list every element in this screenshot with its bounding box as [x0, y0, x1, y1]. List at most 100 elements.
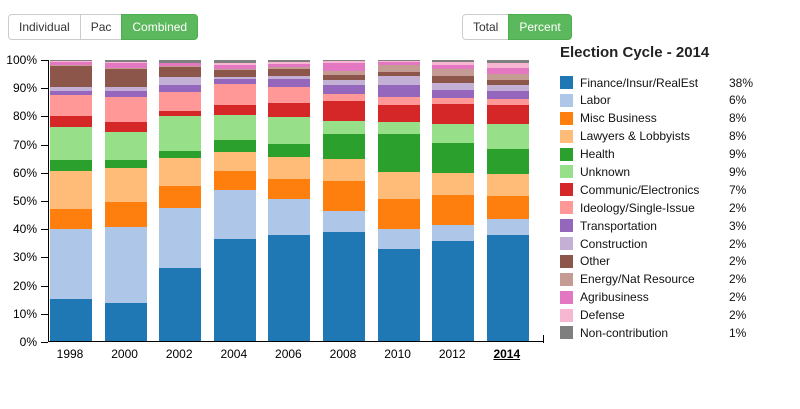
- bar-segment-transportation-2012[interactable]: [432, 90, 475, 98]
- bar-segment-agribusiness-2000[interactable]: [104, 63, 147, 69]
- bar-segment-lawyers-lobbyists-2000[interactable]: [104, 168, 147, 202]
- bar-2014[interactable]: [486, 60, 529, 341]
- bar-segment-ideology-single-issue-2008[interactable]: [323, 94, 365, 102]
- bar-segment-construction-2004[interactable]: [213, 77, 256, 80]
- bar-segment-misc-business-2000[interactable]: [104, 201, 147, 228]
- x-axis-year-label-2006[interactable]: 2006: [275, 347, 302, 361]
- bar-segment-labor-2012[interactable]: [432, 224, 475, 242]
- bar-segment-misc-business-2010[interactable]: [377, 198, 420, 230]
- bar-segment-finance-insur-realest-2006[interactable]: [268, 234, 311, 341]
- bar-2002[interactable]: [159, 60, 202, 341]
- bar-segment-unknown-2000[interactable]: [104, 131, 147, 160]
- x-axis-year-label-2000[interactable]: 2000: [111, 347, 138, 361]
- bar-segment-non-contribution-2000[interactable]: [104, 60, 147, 62]
- bar-segment-finance-insur-realest-2000[interactable]: [104, 303, 147, 341]
- bar-segment-transportation-2014[interactable]: [486, 90, 529, 99]
- bar-segment-ideology-single-issue-2014[interactable]: [486, 99, 529, 105]
- bar-segment-health-2000[interactable]: [104, 159, 147, 169]
- bar-segment-lawyers-lobbyists-1998[interactable]: [50, 171, 92, 209]
- bar-segment-ideology-single-issue-1998[interactable]: [50, 95, 92, 117]
- x-axis-year-label-2008[interactable]: 2008: [329, 347, 357, 361]
- individual-button[interactable]: Individual: [8, 14, 81, 40]
- bar-segment-finance-insur-realest-2014[interactable]: [486, 235, 529, 341]
- bar-segment-non-contribution-2010[interactable]: [377, 60, 420, 61]
- bar-segment-ideology-single-issue-2012[interactable]: [432, 97, 475, 105]
- bar-segment-finance-insur-realest-2002[interactable]: [159, 268, 202, 341]
- bar-segment-finance-insur-realest-2012[interactable]: [432, 241, 475, 341]
- bar-segment-agribusiness-2004[interactable]: [213, 65, 256, 69]
- bar-2010[interactable]: [377, 60, 420, 341]
- bar-segment-other-2012[interactable]: [432, 75, 475, 84]
- bar-segment-defense-2014[interactable]: [486, 62, 529, 69]
- bar-segment-construction-2012[interactable]: [432, 83, 475, 91]
- bar-segment-construction-2008[interactable]: [323, 79, 365, 85]
- bar-segment-other-1998[interactable]: [50, 65, 92, 87]
- bar-segment-transportation-2006[interactable]: [268, 78, 311, 88]
- bar-segment-agribusiness-2010[interactable]: [377, 61, 420, 65]
- bar-segment-agribusiness-2006[interactable]: [268, 63, 311, 67]
- x-axis-year-label-2010[interactable]: 2010: [384, 347, 411, 361]
- bar-segment-communic-electronics-2000[interactable]: [104, 121, 147, 132]
- bar-segment-transportation-2002[interactable]: [159, 85, 202, 93]
- bar-segment-unknown-2010[interactable]: [377, 122, 420, 134]
- x-axis-year-label-2004[interactable]: 2004: [220, 347, 248, 361]
- bar-segment-misc-business-2004[interactable]: [213, 170, 256, 191]
- bar-segment-ideology-single-issue-2000[interactable]: [104, 96, 147, 122]
- total-button[interactable]: Total: [462, 14, 510, 40]
- bar-segment-agribusiness-1998[interactable]: [50, 62, 92, 65]
- bar-segment-other-2010[interactable]: [377, 72, 420, 76]
- bar-segment-lawyers-lobbyists-2004[interactable]: [213, 152, 256, 171]
- bar-segment-construction-2014[interactable]: [486, 85, 529, 91]
- bar-segment-communic-electronics-2008[interactable]: [323, 101, 365, 122]
- bar-segment-energy-nat-resource-2002[interactable]: [159, 65, 202, 67]
- bar-segment-energy-nat-resource-2008[interactable]: [323, 70, 365, 75]
- bar-segment-energy-nat-resource-2000[interactable]: [104, 68, 147, 70]
- bar-segment-unknown-2012[interactable]: [432, 123, 475, 143]
- bar-segment-ideology-single-issue-2006[interactable]: [268, 87, 311, 103]
- bar-segment-energy-nat-resource-2006[interactable]: [268, 66, 311, 69]
- bar-segment-finance-insur-realest-2010[interactable]: [377, 249, 420, 341]
- bar-segment-unknown-2008[interactable]: [323, 121, 365, 134]
- bar-segment-labor-2014[interactable]: [486, 218, 529, 236]
- bar-segment-defense-2002[interactable]: [159, 62, 202, 64]
- bar-segment-lawyers-lobbyists-2008[interactable]: [323, 158, 365, 182]
- bar-segment-communic-electronics-2010[interactable]: [377, 104, 420, 123]
- bar-segment-energy-nat-resource-1998[interactable]: [50, 64, 92, 66]
- bar-segment-transportation-2004[interactable]: [213, 79, 256, 84]
- bar-segment-finance-insur-realest-1998[interactable]: [50, 298, 92, 341]
- bar-segment-misc-business-2006[interactable]: [268, 179, 311, 199]
- bar-segment-health-2014[interactable]: [486, 149, 529, 175]
- bar-segment-communic-electronics-2014[interactable]: [486, 104, 529, 125]
- x-axis-year-label-2014[interactable]: 2014: [493, 347, 521, 361]
- combined-button[interactable]: Combined: [121, 14, 199, 40]
- bar-segment-communic-electronics-2012[interactable]: [432, 104, 475, 124]
- bar-segment-labor-2002[interactable]: [159, 208, 202, 269]
- bar-segment-non-contribution-2008[interactable]: [323, 60, 365, 61]
- bar-segment-transportation-2010[interactable]: [377, 84, 420, 98]
- bar-segment-agribusiness-2002[interactable]: [159, 63, 202, 66]
- bar-segment-other-2000[interactable]: [104, 69, 147, 87]
- bar-segment-non-contribution-2004[interactable]: [213, 60, 256, 63]
- bar-segment-transportation-2008[interactable]: [323, 84, 365, 95]
- bar-segment-construction-2006[interactable]: [268, 76, 311, 79]
- bar-segment-defense-2010[interactable]: [377, 60, 420, 62]
- bar-segment-construction-1998[interactable]: [50, 86, 92, 91]
- bar-2008[interactable]: [323, 60, 365, 341]
- bar-segment-non-contribution-2006[interactable]: [268, 60, 311, 62]
- x-axis-year-label-2012[interactable]: 2012: [438, 347, 466, 361]
- bar-segment-non-contribution-1998[interactable]: [50, 60, 92, 61]
- bar-segment-health-2008[interactable]: [323, 133, 365, 159]
- bar-segment-lawyers-lobbyists-2010[interactable]: [377, 172, 420, 199]
- pac-button[interactable]: Pac: [79, 14, 123, 40]
- bar-segment-health-2002[interactable]: [159, 151, 202, 159]
- bar-segment-ideology-single-issue-2010[interactable]: [377, 97, 420, 105]
- x-axis-year-label-1998[interactable]: 1998: [56, 347, 84, 361]
- bar-segment-health-2006[interactable]: [268, 144, 311, 157]
- bar-segment-labor-2000[interactable]: [104, 227, 147, 304]
- bar-segment-construction-2002[interactable]: [159, 76, 202, 86]
- bar-segment-communic-electronics-2006[interactable]: [268, 102, 311, 118]
- bar-segment-health-2004[interactable]: [213, 140, 256, 153]
- bar-segment-construction-2000[interactable]: [104, 86, 147, 91]
- bar-segment-non-contribution-2014[interactable]: [486, 60, 529, 63]
- bar-segment-labor-2010[interactable]: [377, 229, 420, 250]
